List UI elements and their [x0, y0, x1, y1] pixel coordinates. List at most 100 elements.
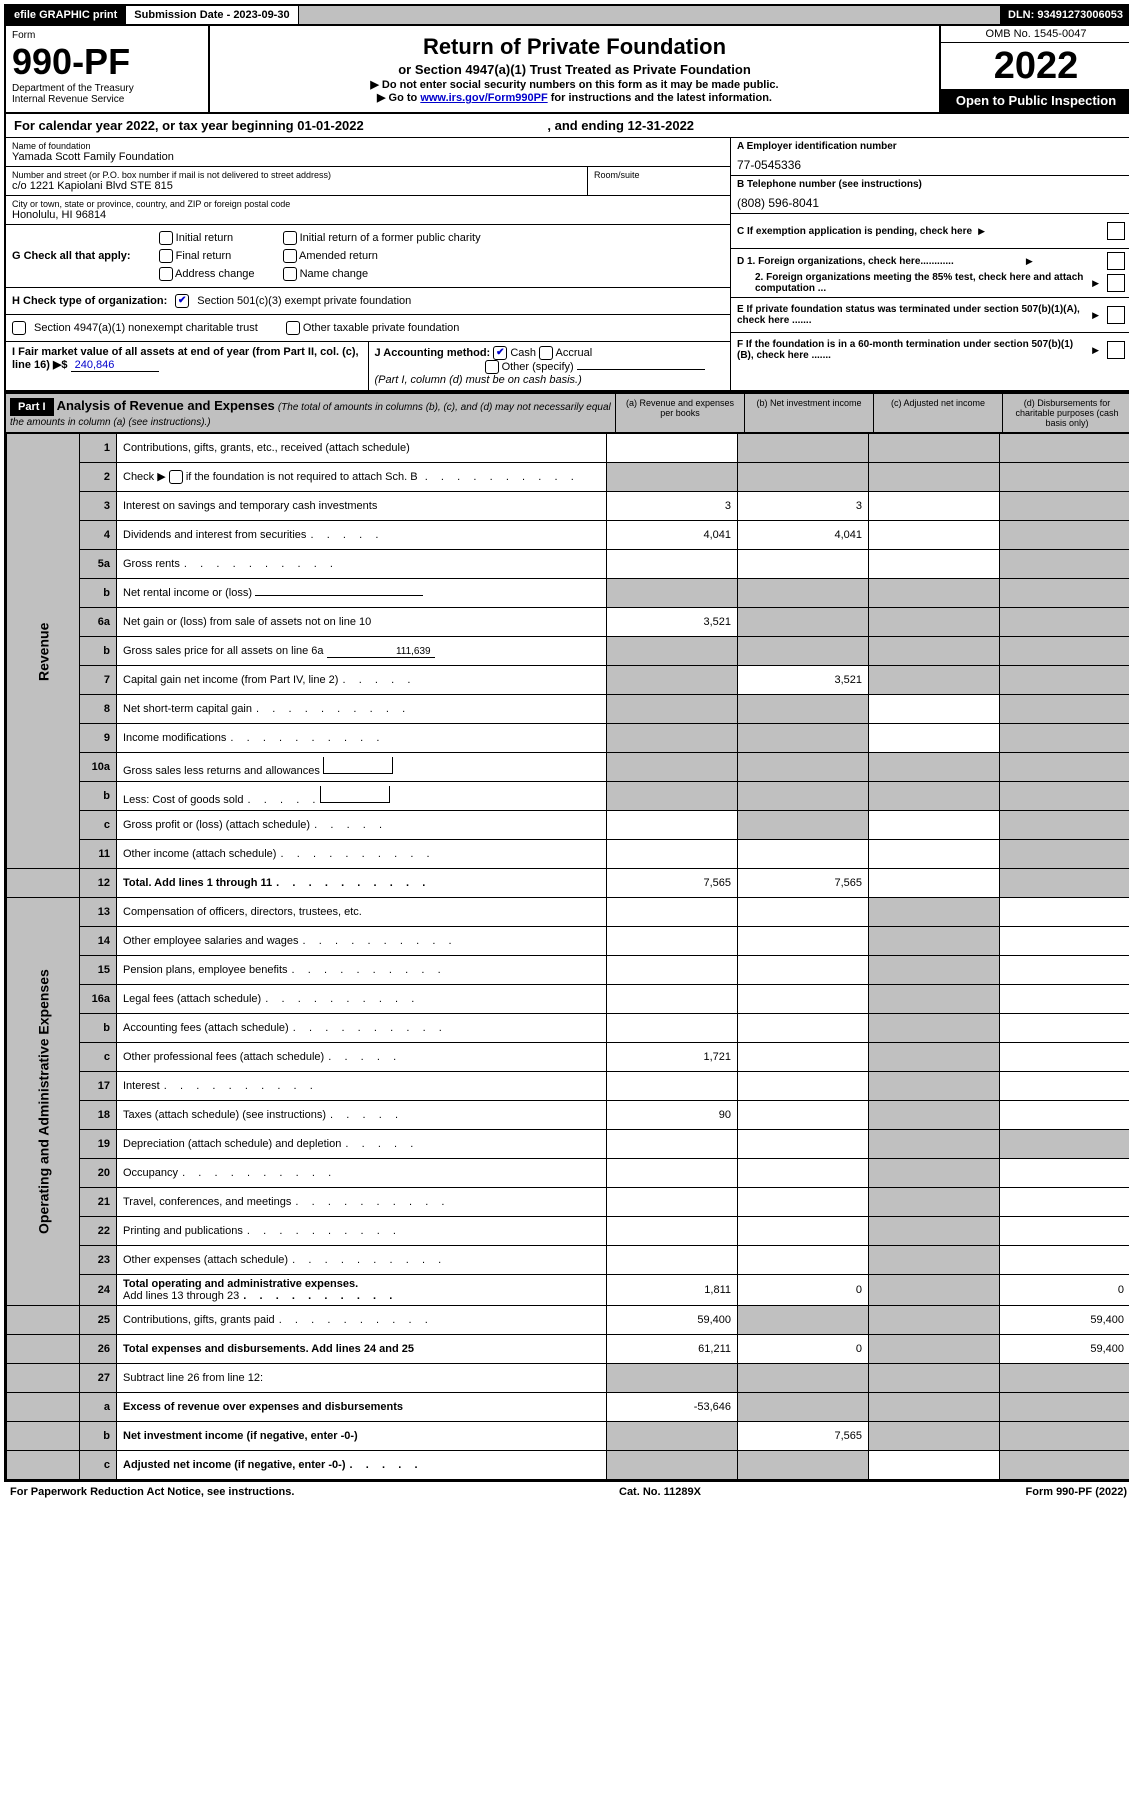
j-other: Other (specify) [502, 361, 574, 373]
row-27a: Excess of revenue over expenses and disb… [117, 1393, 607, 1422]
h-other: Other taxable private foundation [303, 322, 460, 334]
b-val: (808) 596-8041 [737, 196, 819, 210]
cb-501c3[interactable] [175, 294, 189, 308]
row-10a: Gross sales less returns and allowances [117, 753, 607, 782]
v-12b: 7,565 [738, 869, 869, 898]
section-h: H Check type of organization: Section 50… [6, 288, 730, 315]
row-17: Interest [117, 1072, 607, 1101]
row-3: Interest on savings and temporary cash i… [117, 492, 607, 521]
col-b: (b) Net investment income [744, 394, 873, 432]
cal-mid: , and ending [547, 118, 627, 133]
irs: Internal Revenue Service [12, 94, 202, 105]
g-amended: Amended return [299, 250, 378, 262]
part-i: Part I Analysis of Revenue and Expenses … [4, 392, 1129, 1482]
section-h2: Section 4947(a)(1) nonexempt charitable … [6, 315, 730, 341]
g-address: Address change [175, 268, 255, 280]
h-label: H Check type of organization: [12, 295, 167, 307]
cb-schb[interactable] [169, 470, 183, 484]
a-label: A Employer identification number [737, 141, 897, 152]
cb-e[interactable] [1107, 306, 1125, 324]
r2-post: if the foundation is not required to att… [186, 471, 418, 483]
g-final: Final return [176, 250, 232, 262]
cal-pre: For calendar year 2022, or tax year begi… [14, 118, 297, 133]
g-label: G Check all that apply: [12, 250, 131, 262]
cb-other-acc[interactable] [485, 360, 499, 374]
tax-year: 2022 [941, 43, 1129, 89]
v-3b: 3 [738, 492, 869, 521]
v-3a: 3 [607, 492, 738, 521]
row-10b: Less: Cost of goods sold [117, 782, 607, 811]
cb-c[interactable] [1107, 222, 1125, 240]
row-1: Contributions, gifts, grants, etc., rece… [117, 434, 607, 463]
g-name: Name change [300, 268, 369, 280]
a-val: 77-0545336 [737, 158, 801, 172]
row-20: Occupancy [117, 1159, 607, 1188]
cb-initial-former[interactable] [283, 231, 297, 245]
cal-begin: 01-01-2022 [297, 118, 364, 133]
dln: DLN: 93491273006053 [1000, 6, 1129, 24]
footer: For Paperwork Reduction Act Notice, see … [4, 1482, 1129, 1502]
cb-other-tax[interactable] [286, 321, 300, 335]
r10a-field[interactable] [323, 757, 393, 774]
instr2-post: for instructions and the latest informat… [551, 92, 772, 104]
v-27a: -53,646 [607, 1393, 738, 1422]
d2-label: 2. Foreign organizations meeting the 85%… [737, 272, 1086, 294]
calendar-year: For calendar year 2022, or tax year begi… [4, 114, 1129, 137]
cb-d1[interactable] [1107, 252, 1125, 270]
row-14: Other employee salaries and wages [117, 927, 607, 956]
row-19: Depreciation (attach schedule) and deple… [117, 1130, 607, 1159]
cb-accrual[interactable] [539, 346, 553, 360]
room-label: Room/suite [594, 170, 724, 180]
h-c3: Section 501(c)(3) exempt private foundat… [197, 295, 411, 307]
row-22: Printing and publications [117, 1217, 607, 1246]
v-4a: 4,041 [607, 521, 738, 550]
dept: Department of the Treasury [12, 83, 202, 94]
j-other-field[interactable] [577, 369, 705, 370]
v-4b: 4,041 [738, 521, 869, 550]
b-label: B Telephone number (see instructions) [737, 179, 922, 190]
row-15: Pension plans, employee benefits [117, 956, 607, 985]
v-6a: 3,521 [607, 608, 738, 637]
v-24b: 0 [738, 1275, 869, 1306]
cb-cash[interactable] [493, 346, 507, 360]
cb-final[interactable] [159, 249, 173, 263]
row-16c: Other professional fees (attach schedule… [117, 1043, 607, 1072]
j-cash: Cash [510, 347, 536, 359]
v-25d: 59,400 [1000, 1306, 1129, 1335]
f-label: F If the foundation is in a 60-month ter… [737, 339, 1086, 361]
row-21: Travel, conferences, and meetings [117, 1188, 607, 1217]
row-7: Capital gain net income (from Part IV, l… [117, 666, 607, 695]
row-25: Contributions, gifts, grants paid [117, 1306, 607, 1335]
v-7b: 3,521 [738, 666, 869, 695]
r5b-field[interactable] [255, 595, 423, 596]
row-18: Taxes (attach schedule) (see instruction… [117, 1101, 607, 1130]
section-g: G Check all that apply: Initial return F… [6, 225, 730, 288]
j-label: J Accounting method: [375, 347, 491, 359]
cb-d2[interactable] [1107, 274, 1125, 292]
form-link[interactable]: www.irs.gov/Form990PF [420, 92, 547, 104]
r2-pre: Check ▶ [123, 471, 166, 483]
efile-label[interactable]: efile GRAPHIC print [6, 6, 126, 24]
cal-end: 12-31-2022 [628, 118, 695, 133]
r6b-val: 111,639 [327, 646, 435, 658]
foundation-addr: c/o 1221 Kapiolani Blvd STE 815 [12, 180, 581, 192]
v-26a: 61,211 [607, 1335, 738, 1364]
v-27b: 7,565 [738, 1422, 869, 1451]
cb-name[interactable] [283, 267, 297, 281]
row-10c: Gross profit or (loss) (attach schedule) [117, 811, 607, 840]
footer-mid: Cat. No. 11289X [619, 1486, 701, 1498]
i-arrow: ▶$ [53, 359, 68, 371]
row-27: Subtract line 26 from line 12: [117, 1364, 607, 1393]
arrow-icon [1092, 278, 1101, 289]
cb-amended[interactable] [283, 249, 297, 263]
cb-4947[interactable] [12, 321, 26, 335]
cb-address[interactable] [159, 267, 173, 281]
row-12: Total. Add lines 1 through 11 [117, 869, 607, 898]
info-block: Name of foundation Yamada Scott Family F… [4, 137, 1129, 392]
i-val: 240,846 [71, 359, 159, 372]
cb-initial[interactable] [159, 231, 173, 245]
r10b-field[interactable] [320, 786, 390, 803]
row-16b: Accounting fees (attach schedule) [117, 1014, 607, 1043]
arrow-icon [1092, 345, 1101, 356]
cb-f[interactable] [1107, 341, 1125, 359]
